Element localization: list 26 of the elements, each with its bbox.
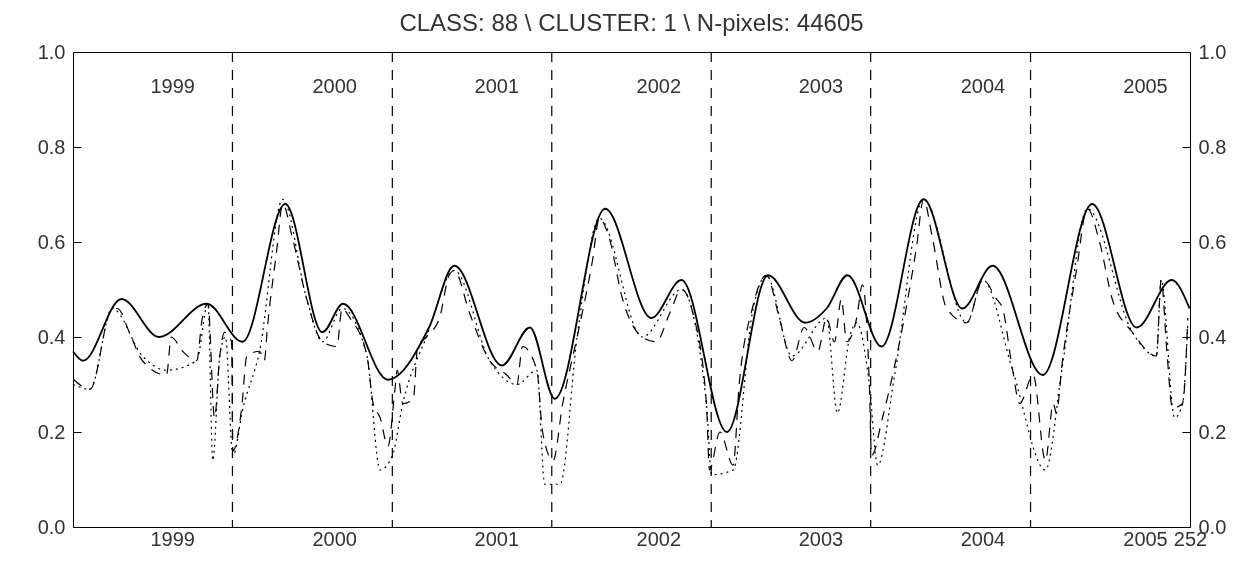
x-tick-label: 1999: [150, 527, 195, 550]
y-tick-label: 0.6: [37, 230, 66, 253]
y-tick-label: 1.0: [37, 40, 66, 63]
y-tick-label: 0.0: [37, 515, 66, 538]
x-tick-label: 2004: [960, 527, 1006, 550]
y-tick-label: 0.2: [37, 420, 66, 443]
y-tick-label: 0.4: [37, 325, 66, 348]
y-tick-label: 0.8: [37, 135, 66, 158]
x2-tick-label: 2000: [312, 74, 357, 97]
y2-tick-label: 0.2: [1198, 420, 1227, 443]
x2-tick-label: 2002: [636, 74, 682, 97]
x2-tick-label: 2003: [798, 74, 844, 97]
x-tick-label: 2003: [798, 527, 844, 550]
y2-tick-label: 0.6: [1198, 230, 1227, 253]
x-tick-label: 2001: [474, 527, 520, 550]
x-tick-label: 2002: [636, 527, 682, 550]
x-tick-label: 2000: [312, 527, 357, 550]
y2-tick-label: 0.4: [1198, 325, 1227, 348]
y2-tick-label: 1.0: [1198, 40, 1227, 63]
chart-title: CLASS: 88 \ CLUSTER: 1 \ N-pixels: 44605: [399, 9, 864, 36]
x2-tick-label: 2005: [1123, 74, 1168, 97]
y2-tick-label: 0.8: [1198, 135, 1227, 158]
x-tick-label: 2005: [1123, 527, 1168, 550]
x2-tick-label: 1999: [150, 74, 195, 97]
x2-tick-label: 2004: [960, 74, 1006, 97]
x2-tick-label: 2001: [474, 74, 520, 97]
